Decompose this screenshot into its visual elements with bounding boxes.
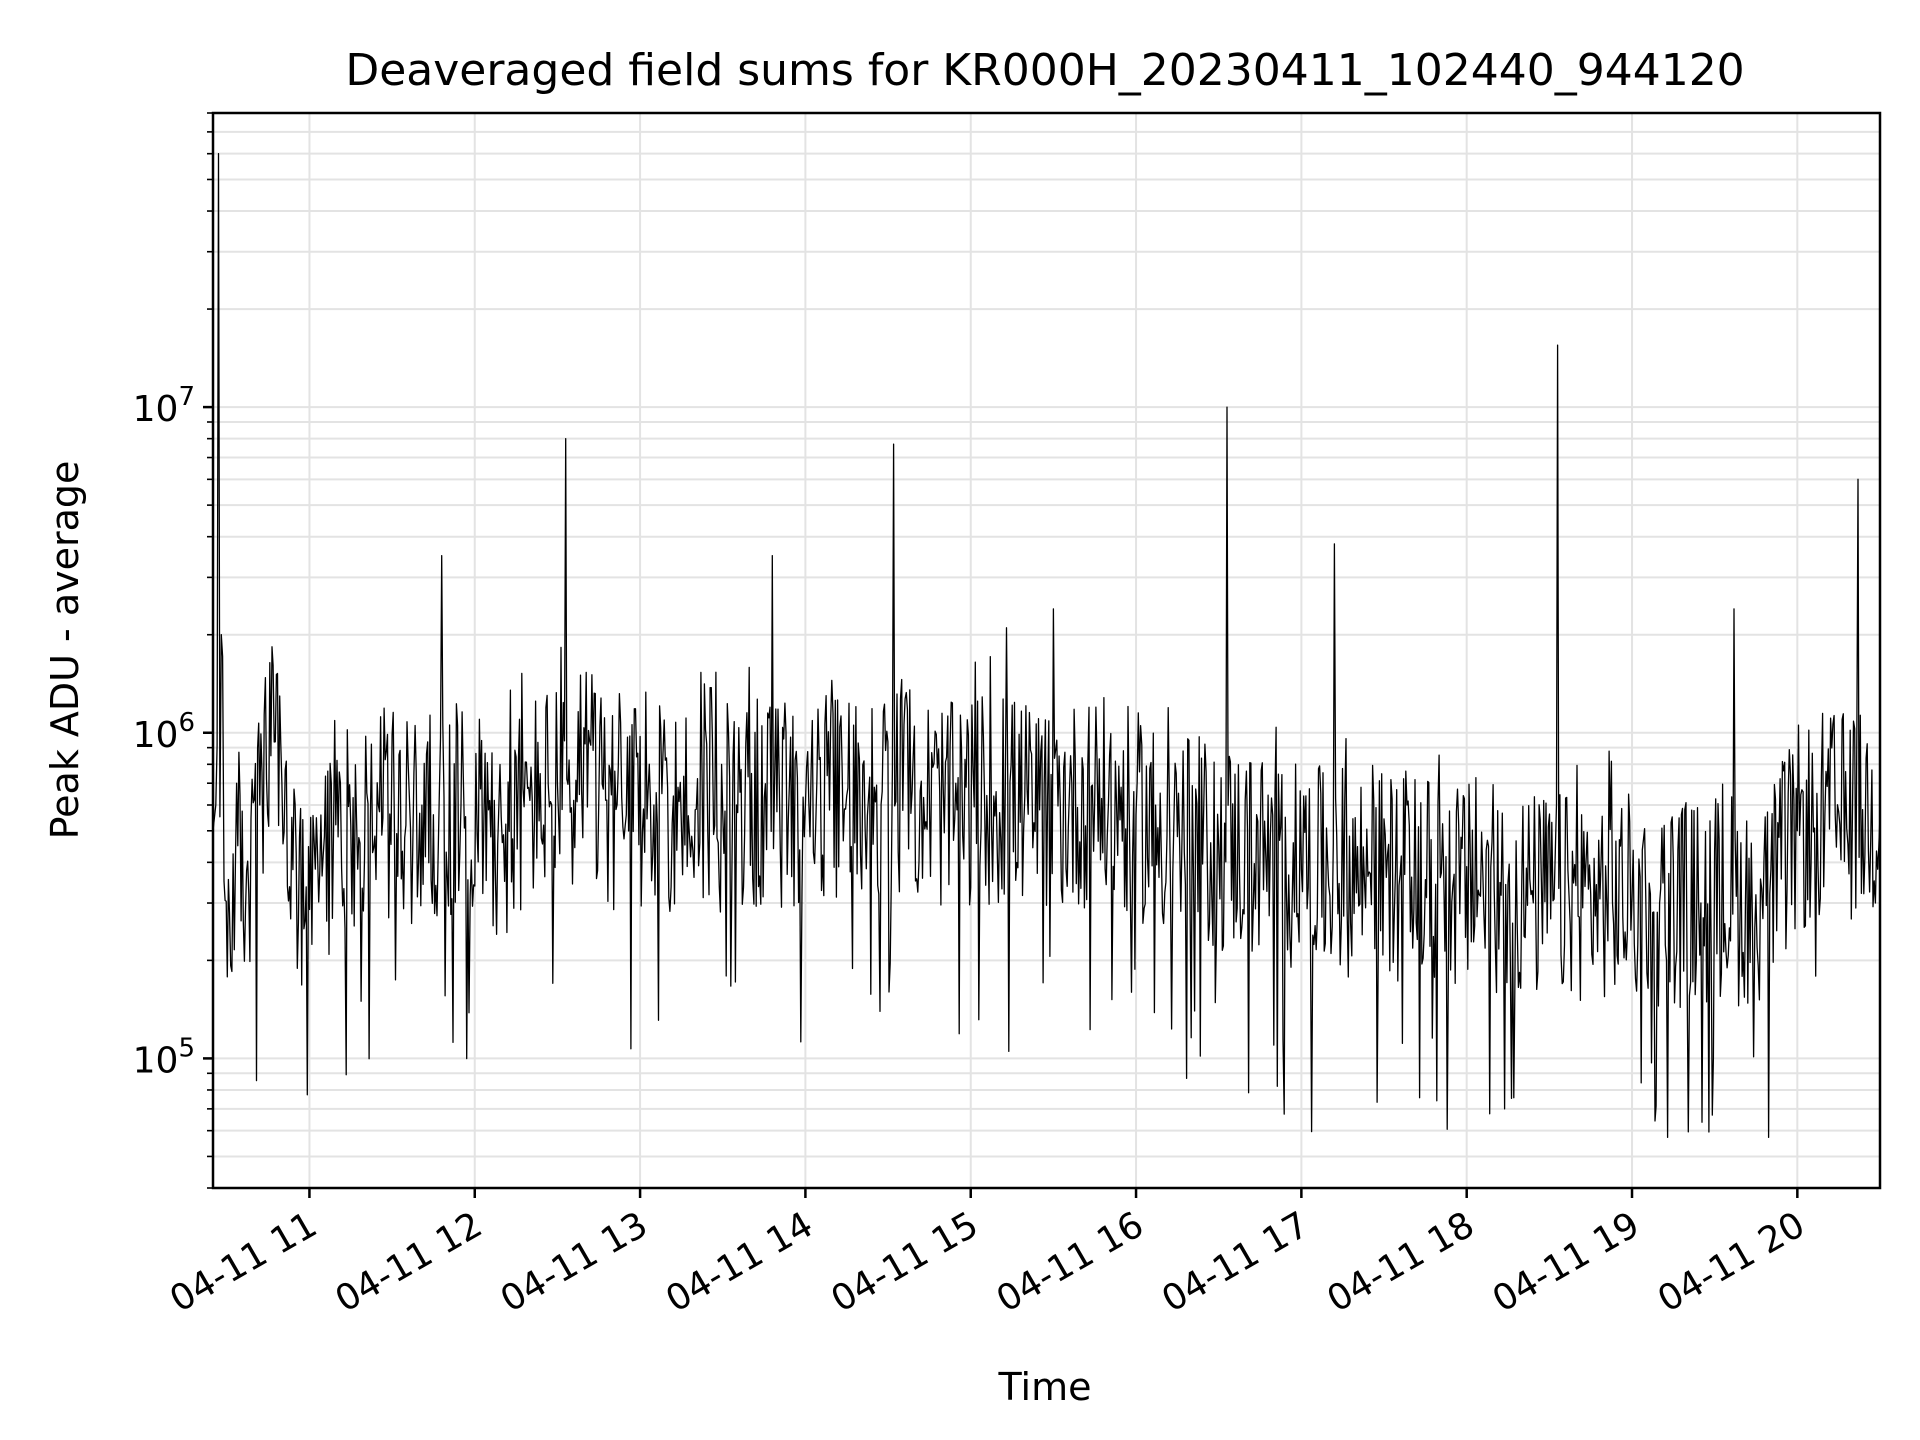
x-axis: 04-11 11 04-11 12 04-11 13 04-11 14 04-11 15… (163, 1188, 1812, 1321)
x-tick-label: 04-11 15 (825, 1204, 986, 1320)
x-tick-label: 04-11 17 (1155, 1204, 1316, 1320)
x-tick-label: 04-11 13 (494, 1204, 655, 1320)
x-tick-label: 04-11 16 (990, 1204, 1151, 1320)
x-tick-label: 04-11 18 (1321, 1204, 1482, 1320)
x-axis-label: Time (998, 1365, 1092, 1409)
x-tick-label: 04-11 20 (1651, 1204, 1812, 1320)
series-line (212, 153, 1881, 1139)
chart-title: Deaveraged field sums for KR000H_2023041… (345, 45, 1744, 96)
x-tick-label: 04-11 19 (1486, 1204, 1647, 1320)
x-tick-label: 04-11 12 (329, 1204, 490, 1320)
y-tick-label: 106 (133, 708, 195, 756)
plot-frame (211, 111, 1882, 1190)
y-axis-label: Peak ADU - average (43, 461, 87, 840)
y-axis: 105 106 107 (133, 112, 213, 1189)
y-tick-label: 105 (133, 1033, 195, 1081)
x-tick-label: 04-11 11 (163, 1204, 324, 1320)
x-tick-label: 04-11 14 (659, 1204, 820, 1320)
series (212, 153, 1881, 1139)
grid (213, 112, 1880, 1189)
y-tick-label: 107 (133, 382, 195, 430)
